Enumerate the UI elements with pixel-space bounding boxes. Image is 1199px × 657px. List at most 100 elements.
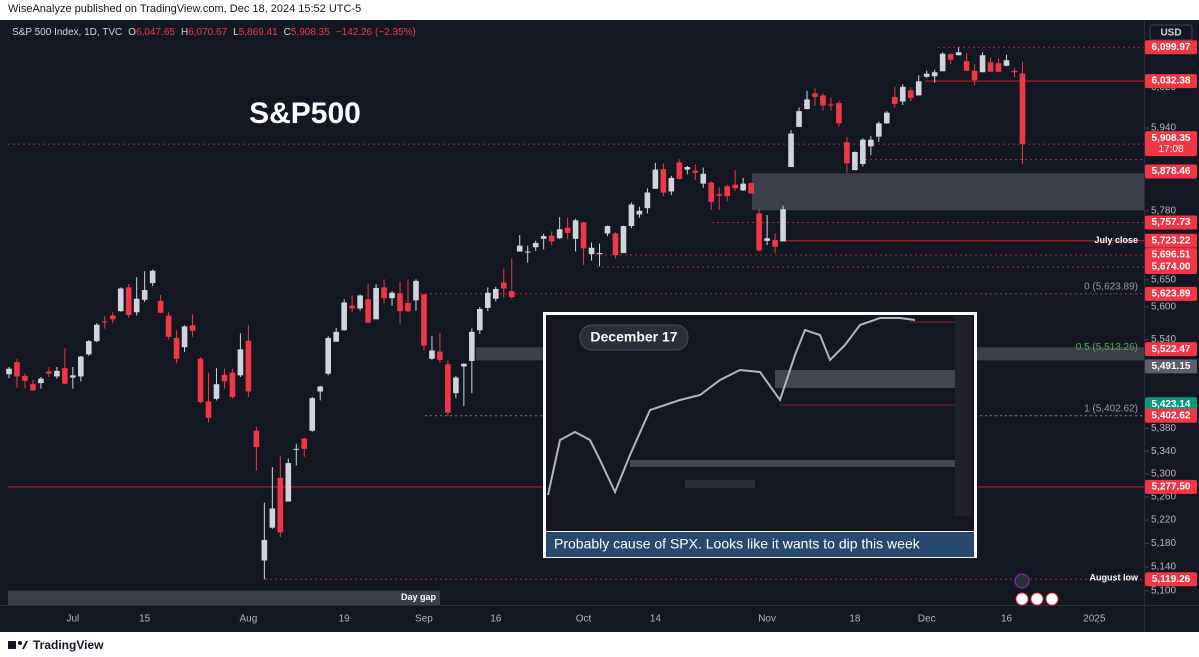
countdown: 17:08 xyxy=(1158,144,1183,155)
candle-body xyxy=(812,93,818,97)
candle-body xyxy=(1019,73,1026,145)
price-label: 5,757.73 xyxy=(1152,217,1191,228)
candle-body xyxy=(405,303,411,312)
event-icon xyxy=(1014,573,1030,589)
price-label: 5,908.35 xyxy=(1152,133,1191,144)
candle-body xyxy=(157,300,164,313)
ohlc-legend: S&P 500 Index, 1D, TVC O6,047.65 H6,070.67… xyxy=(12,27,416,38)
legend-key: H xyxy=(181,27,188,38)
candle-body xyxy=(213,384,220,399)
inset-title: December 17 xyxy=(590,329,677,345)
price-label-box xyxy=(1145,479,1197,494)
inset-chart xyxy=(546,315,974,531)
candle-body xyxy=(772,239,778,247)
legend-change: −142.26 (−2.35%) xyxy=(336,27,416,38)
candle-body xyxy=(62,368,68,384)
candle-body xyxy=(317,386,324,392)
candle-body xyxy=(229,372,236,398)
candle-body xyxy=(876,123,882,137)
fib-label: 1 (5,402.62) xyxy=(1084,403,1138,414)
candle-body xyxy=(756,213,762,251)
candle-body xyxy=(764,238,770,241)
candle-body xyxy=(620,226,627,254)
candle-body xyxy=(660,169,667,193)
candle-body xyxy=(700,173,707,184)
candle-body xyxy=(341,302,347,331)
candle-body xyxy=(149,270,156,284)
candle-body xyxy=(748,183,754,194)
price-label-box xyxy=(1145,397,1197,412)
candle-body xyxy=(245,340,252,392)
candle-body xyxy=(349,305,355,309)
candle-body xyxy=(844,142,850,164)
candle-body xyxy=(740,183,746,191)
level-note: August low xyxy=(1090,573,1139,583)
price-label-box xyxy=(1145,247,1197,262)
event-icon xyxy=(1015,592,1029,606)
candle-body xyxy=(197,358,204,403)
candle-body xyxy=(780,209,786,242)
candle-body xyxy=(6,368,12,375)
candle-body xyxy=(947,54,954,60)
legend-key: L xyxy=(233,27,239,38)
candle-body xyxy=(125,287,132,315)
candle-body xyxy=(445,364,451,413)
candle-body xyxy=(724,186,730,197)
candle-body xyxy=(891,96,898,105)
price-label: 5,674.00 xyxy=(1152,262,1191,273)
candle-body xyxy=(572,220,579,239)
inset-caption-bar xyxy=(546,532,974,557)
y-tick-label: 5,100 xyxy=(1151,585,1176,596)
candle-body xyxy=(477,308,483,331)
price-label: 5,423.14 xyxy=(1152,399,1191,410)
price-label: 5,119.26 xyxy=(1152,574,1191,585)
price-label-box xyxy=(1145,74,1197,89)
price-label: 5,878.46 xyxy=(1152,166,1191,177)
event-icon xyxy=(1030,592,1044,606)
inset-price-axis xyxy=(955,316,972,516)
candle-body xyxy=(923,73,930,77)
inset-image: December 17 Probably cause of SPX. Looks… xyxy=(543,312,977,558)
inset-price-path xyxy=(547,317,916,496)
candle-body xyxy=(389,292,395,299)
candle-body xyxy=(868,139,874,147)
candle-body xyxy=(820,95,826,106)
candle-body xyxy=(652,169,659,189)
price-axis-bg xyxy=(1145,20,1199,605)
inset-note xyxy=(685,480,755,488)
inset-title-pill xyxy=(579,324,689,351)
candle-body xyxy=(301,438,308,449)
x-tick-label: 16 xyxy=(1001,614,1013,625)
y-tick-label: 5,340 xyxy=(1151,446,1176,457)
candle-body xyxy=(86,341,92,355)
price-label: 5,623.89 xyxy=(1152,289,1191,300)
candle-body xyxy=(141,290,148,300)
candle-body xyxy=(987,62,994,72)
candle-body xyxy=(373,287,379,320)
y-tick-label: 5,780 xyxy=(1151,205,1176,216)
candle-body xyxy=(261,539,268,561)
candle-body xyxy=(485,292,491,308)
header: WiseAnalyze published on TradingView.com… xyxy=(8,3,362,15)
x-tick-label: Oct xyxy=(576,614,592,625)
price-axis: 5,100 5,140 5,180 5,220 5,260 5,300 5,340 5,380… xyxy=(1145,20,1199,605)
candle-body xyxy=(636,210,643,215)
candle-body xyxy=(915,81,922,96)
zone xyxy=(752,173,1144,211)
candle-body xyxy=(692,170,699,173)
price-label-box xyxy=(1145,215,1197,230)
candle-body xyxy=(30,384,36,391)
x-tick-label: Dec xyxy=(918,614,936,625)
y-tick-label: 5,260 xyxy=(1151,492,1176,503)
candle-body xyxy=(516,245,523,252)
event-icon xyxy=(1045,592,1059,606)
candle-body xyxy=(788,133,794,168)
legend-key: C xyxy=(284,27,291,38)
candle-body xyxy=(588,247,595,255)
candle-body xyxy=(461,363,467,367)
y-tick-label: 5,380 xyxy=(1151,423,1176,434)
candle-body xyxy=(70,375,76,378)
candle-body xyxy=(548,235,555,242)
